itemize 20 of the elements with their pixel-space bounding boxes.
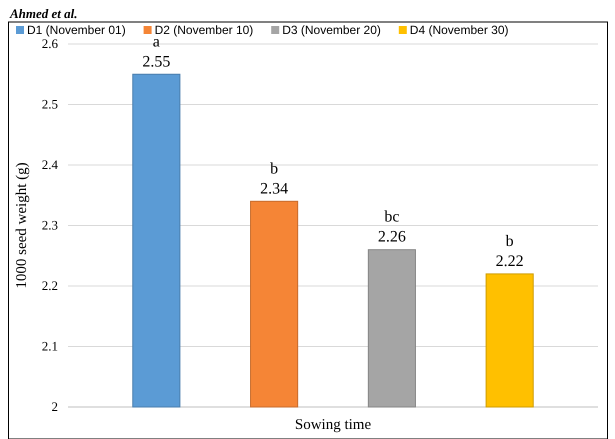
y-axis-title: 1000 seed weight (g) xyxy=(14,162,30,289)
legend-label: D3 (November 20) xyxy=(282,23,381,37)
data-label: 2.55 xyxy=(142,53,170,70)
legend-label: D4 (November 30) xyxy=(410,23,509,37)
y-tick-label: 2.5 xyxy=(42,96,58,112)
y-tick-label: 2.2 xyxy=(42,278,58,293)
data-label: 2.22 xyxy=(496,252,524,270)
y-tick-label: 2.1 xyxy=(42,338,58,354)
y-tick-label: 2 xyxy=(52,399,58,414)
text: Ahmed et al. xyxy=(9,6,78,21)
annotation: bc xyxy=(384,208,400,226)
legend-label: D1 (November 01) xyxy=(27,23,126,37)
data-label: 2.26 xyxy=(378,228,406,246)
x-axis-title: Sowing time xyxy=(294,417,372,433)
annotation: b xyxy=(506,232,514,250)
y-tick-label: 2.3 xyxy=(42,218,58,232)
data-label: 2.34 xyxy=(260,180,288,198)
annotation: b xyxy=(270,160,278,178)
y-tick-label: 2.6 xyxy=(42,36,58,51)
y-tick-label: 2.4 xyxy=(42,157,58,172)
